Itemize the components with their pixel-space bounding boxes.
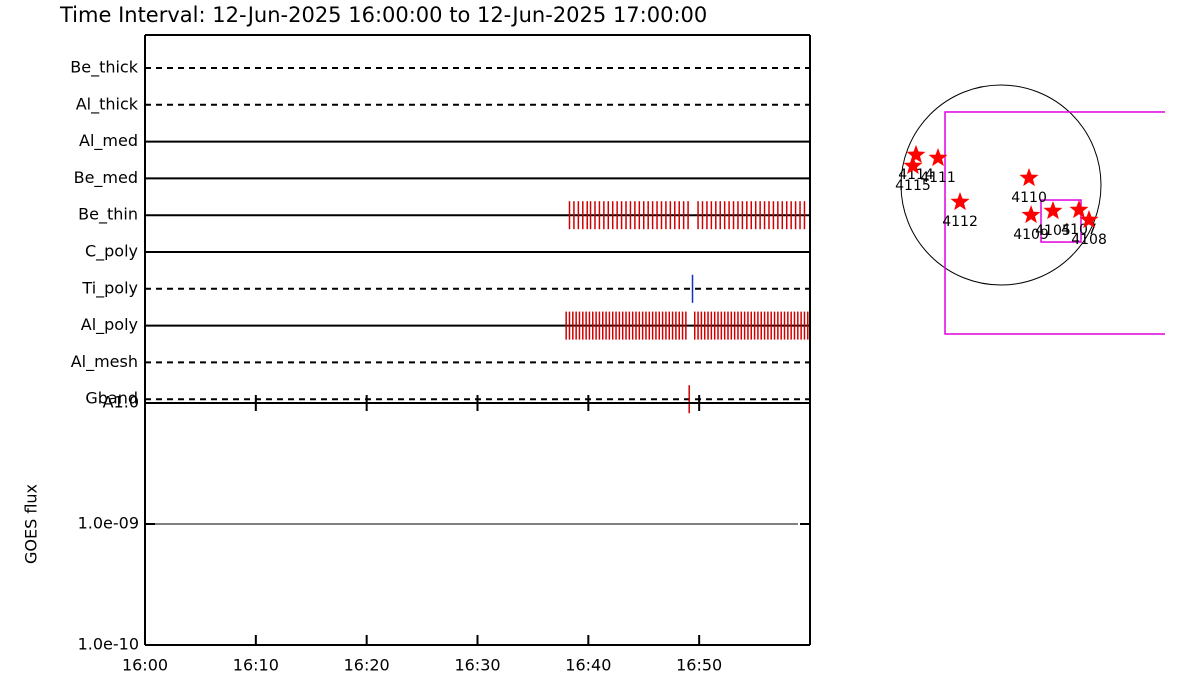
fov-box <box>944 111 1165 335</box>
x-tick-label: 16:10 <box>233 656 279 675</box>
row-label: Be_med <box>74 168 138 188</box>
region-star <box>1043 201 1063 220</box>
y-tick-label: 1.0e-10 <box>78 635 139 654</box>
region-label: 4108 <box>1071 232 1107 248</box>
region-star <box>928 148 948 167</box>
row-label: Be_thick <box>70 58 138 78</box>
x-tick-label: 16:50 <box>676 656 722 675</box>
row-label: Al_med <box>79 131 138 151</box>
region-label: 4107 <box>1061 222 1097 238</box>
region-star <box>1019 168 1039 187</box>
row-label: Al_thick <box>76 94 139 114</box>
x-tick-label: 16:00 <box>122 656 168 675</box>
region-label: 4111 <box>920 170 956 186</box>
region-star <box>1069 200 1089 219</box>
region-star <box>903 156 923 174</box>
row-label: C_poly <box>85 242 138 262</box>
region-label: 4115 <box>895 178 931 194</box>
region-star <box>950 192 970 211</box>
y-axis-label: GOES flux <box>22 484 41 564</box>
y-tick-label: 1.0e-09 <box>78 514 139 533</box>
row-label: Al_poly <box>81 315 138 335</box>
region-label: 4105 <box>1035 223 1071 239</box>
region-label: 4109 <box>1013 227 1049 243</box>
region-label: 4112 <box>942 214 978 230</box>
x-tick-label: 16:20 <box>344 656 390 675</box>
y-tick-label: A1.0 <box>103 393 139 412</box>
chart-title: Time Interval: 12-Jun-2025 16:00:00 to 1… <box>59 3 707 27</box>
row-label: Ti_poly <box>81 278 138 298</box>
region-label: 4110 <box>1011 190 1047 206</box>
region-star <box>1079 210 1099 229</box>
row-label: Be_thin <box>78 205 138 225</box>
region-label: 4114 <box>898 167 934 183</box>
region-star <box>906 144 926 163</box>
x-tick-label: 16:30 <box>454 656 500 675</box>
region-star <box>1021 205 1041 224</box>
fov-box <box>1040 199 1082 243</box>
solar-limb <box>900 84 1102 286</box>
x-tick-label: 16:40 <box>565 656 611 675</box>
row-label: Al_mesh <box>71 352 138 372</box>
row-label: Gband <box>85 389 138 408</box>
